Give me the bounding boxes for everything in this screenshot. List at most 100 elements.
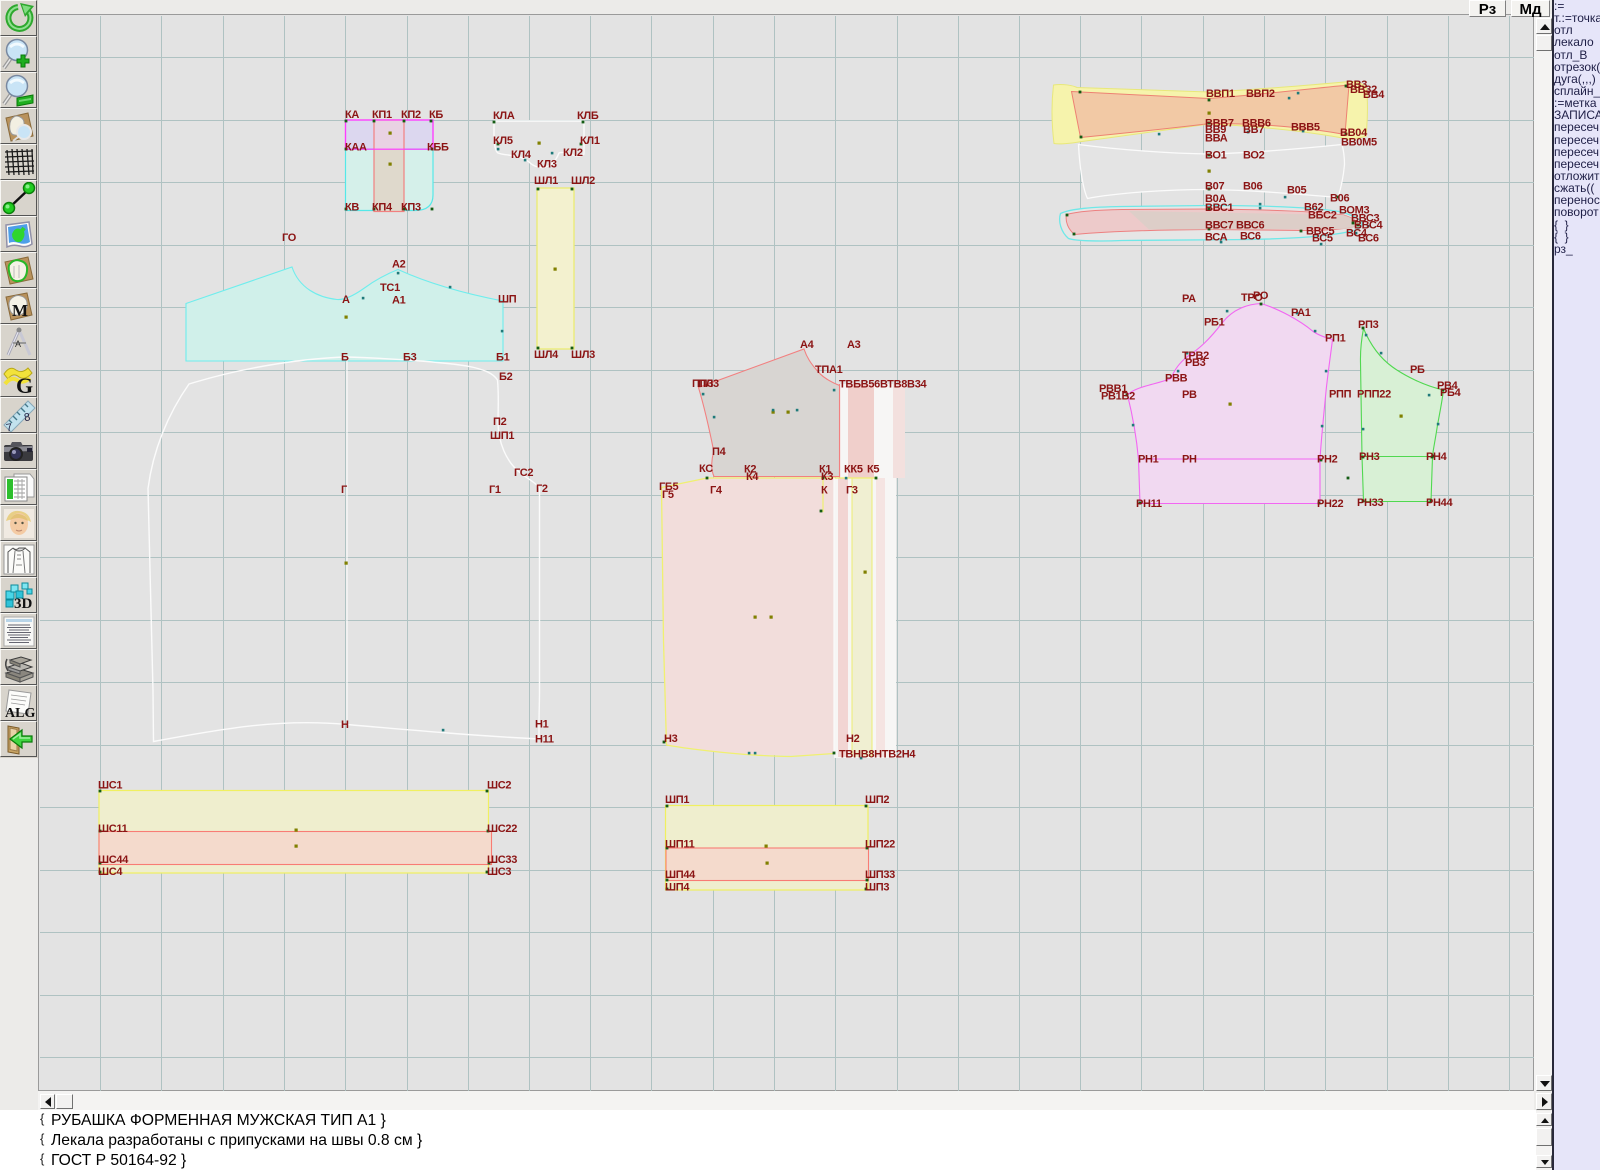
svg-text:КАА: КАА [345,142,367,154]
svg-text:3D: 3D [14,596,33,612]
svg-text:РН3: РН3 [1359,451,1380,463]
svg-text:ШП11: ШП11 [665,839,695,851]
svg-text:ВВ32: ВВ32 [1350,84,1377,96]
svg-text:Г4: Г4 [710,485,723,497]
svg-text:А4: А4 [800,339,815,351]
svg-text:В62: В62 [1304,202,1323,214]
svg-text:ВСА: ВСА [1205,232,1228,244]
svg-text:ВОМ3: ВОМ3 [1339,205,1369,217]
svg-text:Г3: Г3 [846,485,858,497]
svg-text:ТРВ2: ТРВ2 [1182,350,1209,362]
svg-text:РН44: РН44 [1426,497,1453,509]
svg-text:ШП2: ШП2 [865,794,889,806]
svg-text:ТВНВ8НТВ2Н4: ТВНВ8НТВ2Н4 [839,749,916,761]
svg-text:КЛ3: КЛ3 [537,159,557,171]
svg-text:ВВС1: ВВС1 [1205,202,1234,214]
svg-text:РБ1: РБ1 [1204,317,1225,329]
svg-text:РВ3: РВ3 [1185,357,1206,369]
svg-text:ШЛ2: ШЛ2 [571,175,595,187]
svg-text:ШС3: ШС3 [487,866,511,878]
svg-text:8: 8 [23,411,31,424]
svg-text:ШП3: ШП3 [865,882,889,894]
svg-text:РПП22: РПП22 [1357,389,1391,401]
svg-text:ПЛ3: ПЛ3 [698,378,719,390]
svg-text:РН22: РН22 [1317,498,1343,510]
svg-text:В05: В05 [1287,185,1306,197]
svg-text:КЛ5: КЛ5 [493,135,513,147]
svg-text:К2: К2 [744,464,756,476]
svg-text:Б: Б [341,352,349,364]
svg-text:РН4: РН4 [1426,451,1448,463]
svg-text:КК5: КК5 [844,464,863,476]
svg-text:7: 7 [5,422,13,432]
svg-text:РО: РО [1253,290,1269,302]
svg-text:ШС44: ШС44 [98,854,129,866]
svg-text:РП3: РП3 [1358,319,1379,331]
svg-text:КП4: КП4 [372,202,393,214]
svg-text:ШП22: ШП22 [865,839,895,851]
svg-text:КЛ1: КЛ1 [580,135,600,147]
svg-text:ВВС6: ВВС6 [1236,220,1265,232]
svg-text:ВВ9: ВВ9 [1205,124,1226,136]
svg-text:РП1: РП1 [1325,333,1346,345]
svg-text:ШЛ4: ШЛ4 [534,349,559,361]
svg-text:ВБС2: ВБС2 [1308,210,1337,222]
svg-text:Н3: Н3 [664,733,678,745]
svg-text:К1: К1 [819,464,831,476]
svg-text:Н: Н [341,719,349,731]
svg-text:К4: К4 [746,471,759,483]
svg-text:Г5: Г5 [662,489,674,501]
svg-text:Г2: Г2 [536,483,548,495]
svg-text:Н11: Н11 [535,734,554,746]
svg-text:ШП44: ШП44 [665,869,696,881]
svg-text:А: А [342,294,350,306]
svg-text:Б1: Б1 [496,352,510,364]
svg-text:Г1: Г1 [489,484,501,496]
svg-text:ВВВ5: ВВВ5 [1291,122,1320,134]
svg-text:Г: Г [341,484,348,496]
svg-text:РПП: РПП [1329,389,1352,401]
svg-text:КЛА: КЛА [493,110,515,122]
svg-text:РН11: РН11 [1136,498,1162,510]
svg-text:ТПА1: ТПА1 [815,364,843,376]
svg-text:ТВБВ56ВТВ8В34: ТВБВ56ВТВ8В34 [839,379,928,391]
svg-text:А: А [15,339,21,349]
svg-text:РВ: РВ [1182,389,1197,401]
svg-text:ВВС4: ВВС4 [1354,220,1384,232]
svg-text:Б2: Б2 [499,371,513,383]
svg-text:РА1: РА1 [1291,307,1311,319]
svg-text:КББ: КББ [427,142,449,154]
svg-text:ШС33: ШС33 [487,854,517,866]
svg-text:К: К [821,485,828,497]
svg-text:ШП33: ШП33 [865,869,895,881]
svg-text:КВ: КВ [345,202,359,214]
svg-text:К5: К5 [867,464,879,476]
svg-text:РБ4: РБ4 [1440,387,1462,399]
svg-text:КП1: КП1 [372,109,392,121]
svg-text:ТРО: ТРО [1241,292,1263,304]
svg-text:ВВП1: ВВП1 [1206,88,1235,100]
svg-text:ВВ0М5: ВВ0М5 [1341,137,1377,149]
svg-text:КП3: КП3 [401,202,421,214]
svg-text:А3: А3 [847,339,861,351]
svg-text:РН33: РН33 [1357,497,1383,509]
svg-text:А2: А2 [392,259,406,271]
svg-text:РВ4: РВ4 [1437,380,1459,392]
svg-text:РВ1В2: РВ1В2 [1101,391,1135,403]
svg-text:ВВС3: ВВС3 [1351,213,1380,225]
svg-text:ШС22: ШС22 [487,823,517,835]
svg-text:РБ: РБ [1410,364,1425,376]
svg-text:ВВС7: ВВС7 [1205,220,1234,232]
svg-text:ШС4: ШС4 [98,866,123,878]
svg-text:КА: КА [345,109,359,121]
svg-text:П2: П2 [493,416,507,428]
svg-text:ВВА: ВВА [1205,133,1228,145]
svg-text:ВВ3: ВВ3 [1346,79,1367,91]
svg-text:К3: К3 [821,471,833,483]
svg-text:КБ: КБ [429,109,443,121]
svg-text:ТС1: ТС1 [380,282,400,294]
svg-text:В06: В06 [1330,193,1349,205]
svg-text:Н2: Н2 [846,733,860,745]
svg-text:ВВ7: ВВ7 [1243,124,1264,136]
svg-text:ВВВ6: ВВВ6 [1242,118,1271,130]
